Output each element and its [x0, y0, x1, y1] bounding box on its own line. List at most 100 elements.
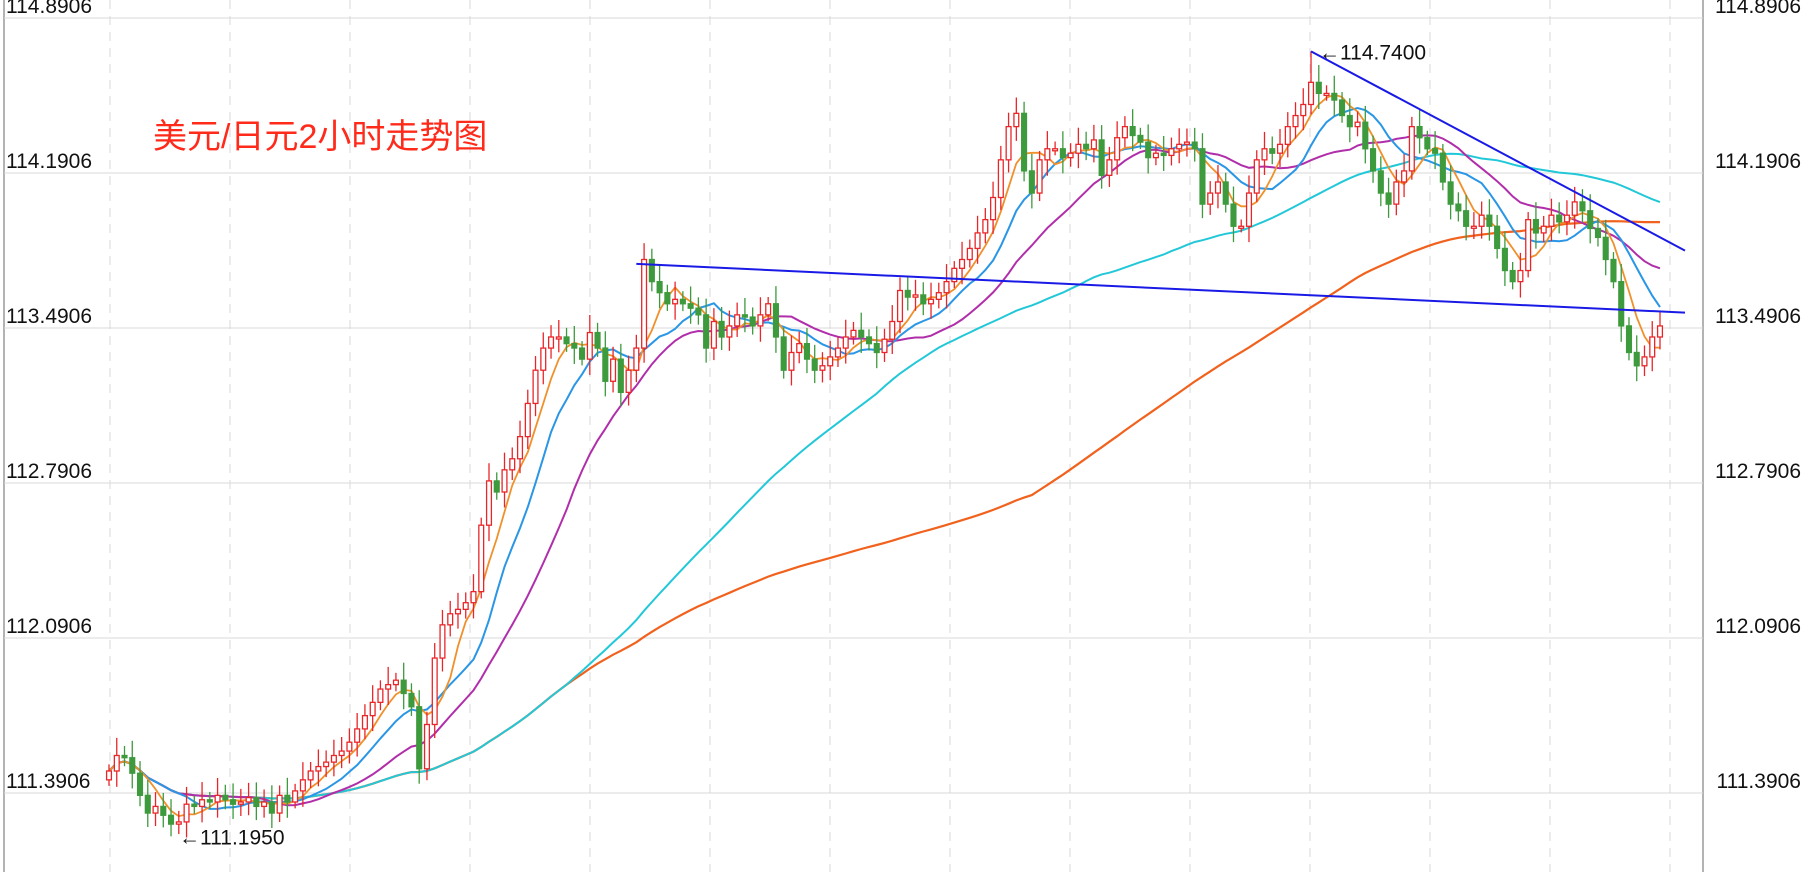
candle	[361, 704, 368, 740]
candle-body-up	[796, 342, 803, 354]
candle-body-down	[873, 342, 880, 354]
y-tick-label-right: 113.4906	[1715, 305, 1801, 328]
candle	[1121, 116, 1128, 148]
candle-body-up	[323, 761, 330, 768]
chart-title: 美元/日元2小时走势图	[153, 118, 487, 156]
candle-body-down	[858, 329, 865, 338]
y-tick-label-right: 112.0906	[1715, 615, 1801, 638]
candle-body-down	[563, 336, 570, 345]
candle	[1401, 154, 1408, 198]
candle-body-down	[1494, 225, 1501, 250]
candle	[788, 335, 795, 386]
candle-body-down	[1129, 125, 1136, 137]
candle-body-up	[183, 803, 190, 823]
candle	[664, 284, 671, 311]
candle-body-down	[695, 307, 702, 316]
candle-body-up	[1090, 139, 1097, 150]
candle	[966, 239, 973, 268]
candle-body-down	[1618, 280, 1625, 327]
candle	[1199, 133, 1206, 219]
candle-body-up	[1253, 159, 1260, 194]
candle-body-down	[1385, 192, 1392, 205]
candle-body-up	[710, 320, 717, 349]
candle-body-down	[904, 289, 911, 298]
candle-body-down	[594, 331, 601, 349]
candle-body-up	[1168, 148, 1175, 157]
candle-body-up	[1013, 112, 1020, 128]
candle-body-down	[811, 358, 818, 371]
y-tick-label-right: 111.3906	[1717, 770, 1801, 793]
candle	[1021, 101, 1028, 182]
candle-body-up	[1571, 201, 1578, 216]
candle-body-up	[1323, 92, 1330, 97]
candle	[602, 331, 609, 397]
candle-body-down	[1447, 181, 1454, 205]
candle	[610, 346, 617, 393]
candle	[1059, 131, 1066, 174]
candle	[555, 319, 562, 353]
candle	[307, 761, 314, 788]
candle-body-up	[113, 754, 120, 772]
candle	[834, 336, 842, 367]
candle	[648, 248, 655, 292]
candle	[268, 785, 275, 829]
candle	[1075, 127, 1082, 169]
candle-body-up	[431, 657, 438, 726]
candle-body-up	[734, 314, 741, 327]
candle-body-up	[1408, 125, 1415, 172]
candle	[547, 325, 555, 359]
candle	[1354, 111, 1361, 137]
candle	[470, 574, 477, 619]
candle	[1525, 212, 1532, 278]
candle	[1447, 164, 1454, 220]
candle	[1145, 124, 1152, 174]
candle	[113, 737, 120, 787]
candle-body-up	[501, 469, 508, 493]
candle-body-up	[423, 723, 431, 770]
candle	[501, 452, 508, 508]
candle-body-up	[509, 458, 516, 471]
candle	[299, 762, 306, 807]
candle-body-down	[1486, 214, 1493, 227]
candle-body-up	[765, 303, 772, 316]
candle-body-up	[261, 801, 268, 808]
candle-body-up	[1649, 336, 1656, 358]
candle	[1044, 131, 1051, 176]
candle-body-down	[222, 794, 229, 801]
candle-body-down	[1145, 141, 1152, 159]
candle	[1129, 109, 1136, 152]
candle	[765, 296, 772, 321]
candle-body-up	[633, 347, 640, 371]
candle-body-down	[1028, 170, 1035, 194]
candle-body-down	[1230, 203, 1237, 227]
candle	[1509, 261, 1516, 290]
candle	[1214, 165, 1222, 209]
candle-body-down	[1370, 148, 1377, 172]
candle	[1183, 128, 1190, 157]
candle	[191, 795, 198, 814]
annotation-layer: ←114.7400 ←111.1950	[179, 41, 1426, 849]
candle-body-down	[1610, 258, 1617, 283]
candle-body-down	[284, 794, 291, 803]
candle-body-down	[1362, 121, 1369, 150]
candle	[1625, 317, 1633, 361]
candle	[1098, 125, 1105, 189]
candle	[392, 672, 399, 692]
candle-body-up	[943, 280, 950, 294]
y-tick-label-left: 114.8906	[6, 0, 92, 18]
candle	[571, 325, 578, 364]
candle-body-down	[1463, 210, 1470, 227]
candle-body-down	[1059, 148, 1066, 159]
candle-body-up	[966, 247, 973, 261]
candle-body-up	[850, 329, 857, 338]
candle	[803, 328, 811, 374]
candle-body-down	[718, 320, 725, 338]
candle-body-down	[191, 803, 198, 808]
candle-body-up	[625, 369, 632, 393]
candle-body-down	[1633, 351, 1640, 367]
candle-body-up	[478, 524, 485, 593]
candle	[1463, 195, 1470, 241]
candle	[920, 282, 927, 316]
candle	[1160, 135, 1167, 171]
